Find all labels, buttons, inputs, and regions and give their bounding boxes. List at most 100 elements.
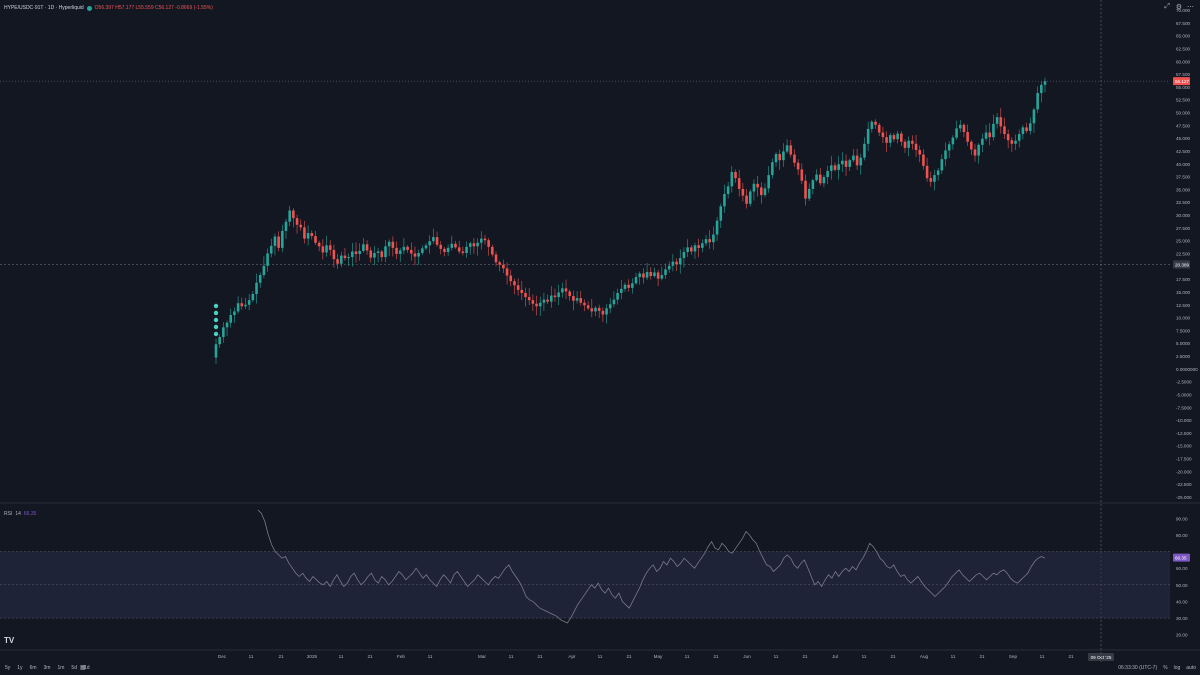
- price-axis[interactable]: 70.000 67.500 65.000 62.500 60.000 57.500 55.0…: [1176, 8, 1198, 500]
- candle-body: [723, 194, 726, 207]
- y-tick-label: 32.500: [1176, 200, 1190, 205]
- candle-body: [811, 180, 815, 189]
- candle-body: [767, 175, 770, 189]
- candle-body: [741, 188, 745, 196]
- candle-body: [546, 299, 549, 302]
- candle-body: [332, 249, 336, 260]
- candle-body: [642, 273, 645, 278]
- candle-body: [432, 237, 435, 242]
- candle-body: [877, 124, 881, 133]
- x-tick-label: 11: [685, 654, 690, 659]
- candle-body: [520, 289, 524, 293]
- x-tick-label: 11: [862, 654, 867, 659]
- candle-body: [233, 311, 236, 316]
- tf-5d[interactable]: 5d: [71, 665, 77, 671]
- log-toggle[interactable]: log: [1173, 665, 1181, 671]
- candle-body: [645, 271, 649, 278]
- candle-body: [605, 308, 608, 315]
- candle-body: [955, 128, 958, 138]
- candle-body: [900, 133, 903, 142]
- candle-body: [240, 303, 244, 307]
- candle-body: [837, 164, 840, 170]
- auto-toggle[interactable]: auto: [1186, 665, 1196, 671]
- time-axis[interactable]: Dec 11 21 2025 11 21 Feb 11 Mar 11 21 Apr 11 21 May 11 2…: [218, 654, 1106, 659]
- tf-1y[interactable]: 1y: [17, 665, 23, 671]
- tf-6m[interactable]: 6m: [29, 665, 37, 671]
- candle-body: [667, 265, 671, 270]
- rsi-tick-label: 40.00: [1176, 599, 1188, 604]
- x-tick-label: 11: [598, 654, 603, 659]
- candle-body: [675, 261, 678, 265]
- candle-body: [406, 246, 409, 250]
- candle-body: [1025, 127, 1028, 131]
- expand-icon[interactable]: ⤢: [1164, 3, 1170, 10]
- rsi-axis[interactable]: 90.00 80.00 60.00 50.00 40.00 30.00 20.00: [1176, 516, 1188, 637]
- event-markers[interactable]: [213, 303, 219, 337]
- y-tick-label: 7.5000: [1176, 328, 1190, 333]
- candle-body: [417, 252, 420, 257]
- current-price-tag: 56.127: [1175, 79, 1189, 84]
- candle-body: [568, 291, 571, 297]
- candle-body: [509, 275, 513, 282]
- candle-body: [1040, 84, 1043, 94]
- candle-body: [793, 154, 796, 163]
- y-tick-label: -12.500: [1176, 431, 1192, 436]
- candle-body: [236, 303, 240, 312]
- candle-body: [999, 117, 1003, 127]
- candle-body: [435, 237, 439, 245]
- candle-body: [892, 135, 896, 140]
- rsi-header: RSI 14 66.35: [4, 509, 36, 519]
- candle-body: [1043, 81, 1047, 85]
- candles: [214, 77, 1047, 364]
- y-tick-label: -10.000: [1176, 418, 1192, 423]
- candle-body: [712, 234, 715, 243]
- candle-body: [830, 165, 833, 171]
- candle-body: [984, 132, 988, 139]
- rsi-value: 66.35: [23, 511, 37, 517]
- percent-toggle[interactable]: %: [1163, 665, 1168, 671]
- symbol-title[interactable]: HYPE/USDC·91T · 1D · Hyperliquid: [4, 5, 84, 11]
- event-marker-dot: [213, 303, 219, 309]
- candle-body: [771, 162, 774, 176]
- candle-body: [1021, 127, 1025, 135]
- x-tick-label: 21: [1068, 654, 1074, 659]
- calendar-icon[interactable]: ▦: [80, 665, 86, 671]
- candle-body: [380, 251, 384, 258]
- candle-body: [476, 242, 479, 247]
- y-tick-label: 40.000: [1176, 162, 1190, 167]
- candle-body: [697, 245, 700, 248]
- tradingview-logo[interactable]: TV: [4, 636, 15, 645]
- more-icon[interactable]: ⋯: [1187, 4, 1194, 11]
- candle-body: [818, 174, 822, 184]
- tf-1m[interactable]: 1m: [57, 665, 65, 671]
- candle-body: [782, 151, 785, 161]
- settings-icon[interactable]: ⚙: [1175, 4, 1182, 11]
- candle-body: [258, 275, 262, 283]
- tf-5y[interactable]: 5y: [5, 665, 11, 671]
- x-tick-label: 11: [428, 654, 433, 659]
- candle-body: [1010, 140, 1014, 144]
- candle-body: [888, 135, 892, 143]
- x-tick-label: 21: [626, 654, 632, 659]
- candle-body: [516, 285, 520, 290]
- candle-body: [494, 254, 498, 263]
- y-tick-label: 35.000: [1176, 187, 1190, 192]
- x-tick-label: 11: [1040, 654, 1045, 659]
- rsi-label[interactable]: RSI: [4, 511, 13, 517]
- candle-body: [760, 187, 763, 196]
- tf-3m[interactable]: 3m: [43, 665, 51, 671]
- candle-body: [678, 258, 682, 265]
- candle-body: [266, 253, 269, 266]
- tf-1d[interactable]: 1d: [83, 665, 90, 671]
- axis-tags: 56.127 20.389 66.35 09 Oct '25: [1088, 77, 1190, 661]
- event-marker-dot: [213, 310, 219, 316]
- candle-body: [395, 247, 398, 255]
- rsi-line: [257, 509, 1046, 624]
- candle-body: [387, 241, 391, 247]
- candle-body: [222, 327, 225, 338]
- price-level-lines: [0, 80, 1170, 265]
- clock[interactable]: 06:33:30 (UTC-7): [1118, 665, 1158, 671]
- candle-body: [981, 138, 984, 145]
